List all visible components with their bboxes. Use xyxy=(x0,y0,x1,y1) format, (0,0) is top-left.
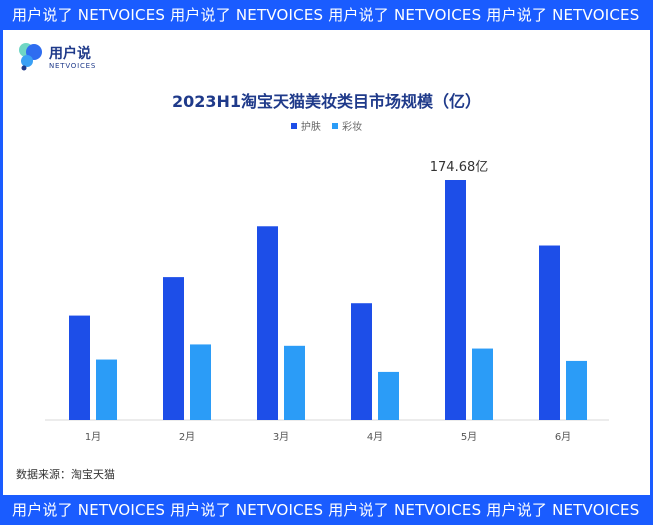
bar-skincare-1 xyxy=(69,315,90,420)
data-label-peak: 174.68亿 xyxy=(430,160,489,175)
chart-legend: 护肤 彩妆 xyxy=(3,118,650,133)
x-tick-label: 1月 xyxy=(85,431,101,443)
bar-makeup-4 xyxy=(378,371,399,420)
x-tick-label: 4月 xyxy=(367,431,383,443)
bar-makeup-1 xyxy=(96,359,117,420)
x-tick-label: 5月 xyxy=(461,431,477,443)
bar-makeup-2 xyxy=(190,344,211,420)
legend-swatch-makeup xyxy=(332,123,339,129)
logo-name: 用户说 xyxy=(49,46,91,62)
bar-skincare-2 xyxy=(163,277,184,420)
legend-item-makeup: 彩妆 xyxy=(332,118,362,133)
banner-text: 用户说了 NETVOICES 用户说了 NETVOICES 用户说了 NETVO… xyxy=(12,501,640,519)
legend-label-skincare: 护肤 xyxy=(300,122,321,133)
data-source: 数据来源：淘宝天猫 xyxy=(16,468,115,481)
bar-skincare-6 xyxy=(539,245,560,420)
bar-makeup-3 xyxy=(284,345,305,420)
bar-makeup-6 xyxy=(566,360,587,420)
x-tick-label: 3月 xyxy=(273,431,289,443)
brand-logo: 用户说 NETVOICES xyxy=(17,40,137,76)
chart-title: 2023H1淘宝天猫美妆类目市场规模（亿） xyxy=(171,92,482,111)
bar-skincare-5 xyxy=(445,180,466,420)
legend-label-makeup: 彩妆 xyxy=(342,122,363,133)
banner-text: 用户说了 NETVOICES 用户说了 NETVOICES 用户说了 NETVO… xyxy=(12,6,640,24)
top-banner: 用户说了 NETVOICES 用户说了 NETVOICES 用户说了 NETVO… xyxy=(0,0,653,30)
bar-chart: 1月 2月 3月 4月 5月 6月 174.68亿 xyxy=(45,160,609,443)
bar-skincare-4 xyxy=(351,303,372,420)
logo-subtitle: NETVOICES xyxy=(49,62,97,70)
speech-bubble-icon xyxy=(19,43,42,71)
x-tick-label: 6月 xyxy=(555,431,571,443)
legend-swatch-skincare xyxy=(290,123,297,129)
bottom-banner: 用户说了 NETVOICES 用户说了 NETVOICES 用户说了 NETVO… xyxy=(0,495,653,525)
bar-skincare-3 xyxy=(257,226,278,420)
chart-panel: 用户说 NETVOICES 2023H1淘宝天猫美妆类目市场规模（亿） 护肤 彩… xyxy=(3,30,650,495)
legend-item-skincare: 护肤 xyxy=(290,118,321,133)
x-tick-label: 2月 xyxy=(179,431,195,443)
bar-makeup-5 xyxy=(472,348,493,420)
